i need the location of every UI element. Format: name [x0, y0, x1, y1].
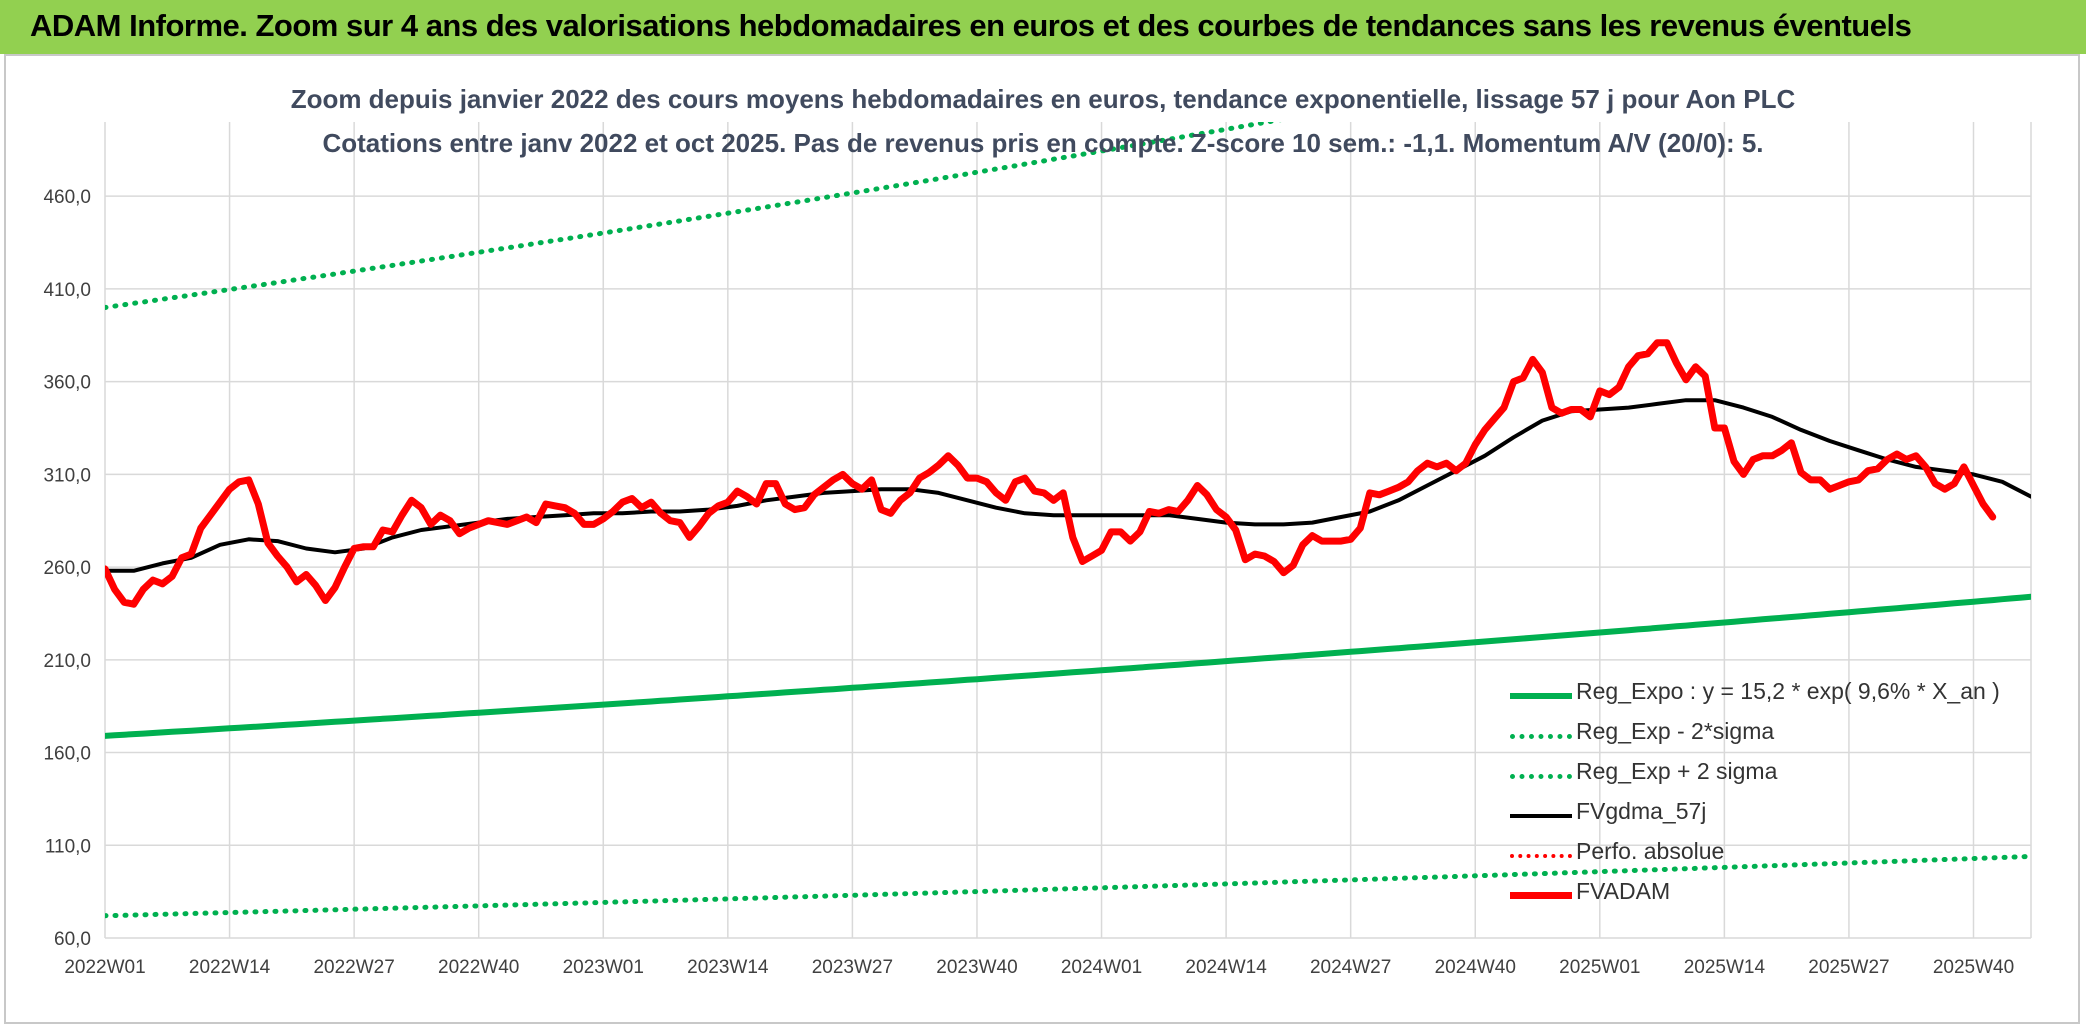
x-tick-label: 2025W14	[1684, 957, 1766, 978]
chart-title: Zoom depuis janvier 2022 des cours moyen…	[290, 84, 1796, 114]
x-tick-label: 2024W14	[1185, 957, 1267, 978]
legend-label-reg-exp-plus: Reg_Exp + 2 sigma	[1576, 758, 1778, 784]
y-tick-label: 310,0	[43, 465, 91, 486]
chart-subtitle: Cotations entre janv 2022 et oct 2025. P…	[322, 128, 1764, 158]
y-tick-label: 110,0	[45, 836, 91, 857]
y-tick-label: 160,0	[43, 744, 91, 765]
x-tick-label: 2022W27	[313, 957, 394, 978]
x-tick-label: 2025W40	[1933, 957, 2014, 978]
x-tick-label: 2023W27	[812, 957, 893, 978]
series-fvadam-line	[105, 339, 1997, 608]
x-tick-label: 2023W01	[563, 957, 644, 978]
series-reg-exp-minus-line	[105, 853, 2031, 919]
x-tick-label: 2025W01	[1559, 957, 1640, 978]
legend-swatch-perfo	[1510, 854, 1572, 858]
x-tick-label: 2024W01	[1061, 957, 1142, 978]
x-tick-label: 2023W14	[687, 957, 769, 978]
y-tick-label: 60,0	[54, 929, 91, 950]
chart-frame	[4, 54, 2080, 1024]
y-tick-label: 360,0	[43, 373, 91, 394]
x-tick-label: 2024W27	[1310, 957, 1391, 978]
y-tick-label: 460,0	[43, 187, 91, 208]
title-banner: ADAM Informe. Zoom sur 4 ans des valoris…	[0, 0, 2086, 54]
legend-swatch-reg-exp-minus	[1510, 734, 1572, 739]
legend-label-fvadam: FVADAM	[1576, 878, 1671, 904]
series-fvgdma-line	[105, 398, 2031, 573]
series-reg-expo-line	[105, 593, 2031, 739]
legend-swatch-fvadam	[1510, 892, 1572, 899]
y-tick-label: 260,0	[43, 558, 91, 579]
legend-swatch-reg-exp-plus	[1510, 774, 1572, 779]
x-tick-label: 2023W40	[936, 957, 1017, 978]
legend-swatch-fvgdma	[1510, 814, 1572, 818]
x-tick-label: 2025W27	[1808, 957, 1889, 978]
x-tick-label: 2022W40	[438, 957, 519, 978]
x-tick-label: 2022W14	[189, 957, 271, 978]
legend-swatch-reg-expo	[1510, 693, 1572, 699]
y-tick-label: 210,0	[43, 651, 91, 672]
legend-label-fvgdma: FVgdma_57j	[1576, 798, 1707, 824]
x-tick-label: 2024W40	[1435, 957, 1516, 978]
legend-label-reg-expo: Reg_Expo : y = 15,2 * exp( 9,6% * X_an )	[1576, 678, 2000, 704]
y-tick-label: 410,0	[43, 280, 91, 301]
legend-label-reg-exp-minus: Reg_Exp - 2*sigma	[1576, 718, 1775, 744]
legend-label-perfo: Perfo. absolue	[1576, 838, 1725, 864]
x-tick-label: 2022W01	[64, 957, 145, 978]
banner-title: ADAM Informe. Zoom sur 4 ans des valoris…	[30, 8, 1912, 43]
